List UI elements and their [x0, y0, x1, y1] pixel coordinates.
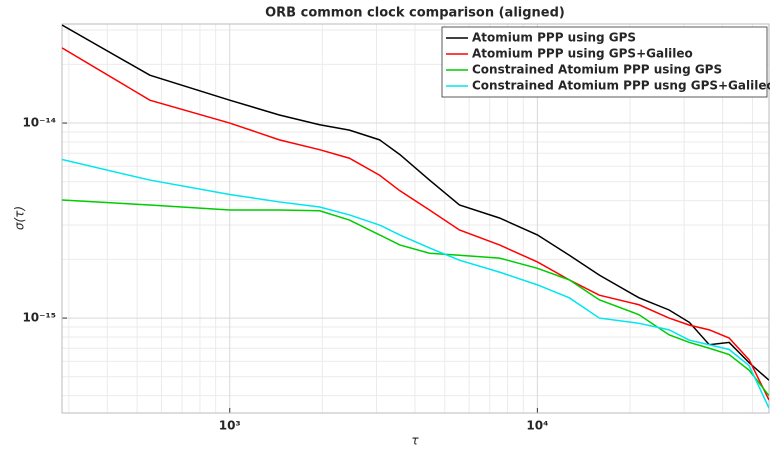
series-line: [62, 24, 769, 381]
y-tick-label: 10⁻¹⁵: [22, 311, 56, 325]
series-line: [62, 199, 769, 397]
legend-label: Constrained Atomium PPP using GPS: [472, 63, 722, 77]
legend-label: Constrained Atomium PPP usng GPS+Galileo: [472, 79, 770, 93]
series-line: [62, 158, 769, 409]
x-tick-label: 10⁴: [526, 419, 548, 433]
series-line: [62, 47, 769, 401]
legend-box: [441, 26, 768, 98]
y-tick-label: 10⁻¹⁴: [22, 116, 56, 130]
chart-title: ORB common clock comparison (aligned): [265, 6, 565, 21]
x-axis-label: τ: [411, 434, 419, 448]
legend: Atomium PPP using GPS Atomium PPP using G…: [441, 26, 770, 98]
plot-frame: [61, 23, 770, 414]
y-axis-label: σ(τ): [13, 206, 27, 230]
x-tick-label: 10³: [219, 419, 241, 433]
legend-label: Atomium PPP using GPS: [472, 31, 636, 45]
legend-label: Atomium PPP using GPS+Galileo: [472, 47, 693, 61]
